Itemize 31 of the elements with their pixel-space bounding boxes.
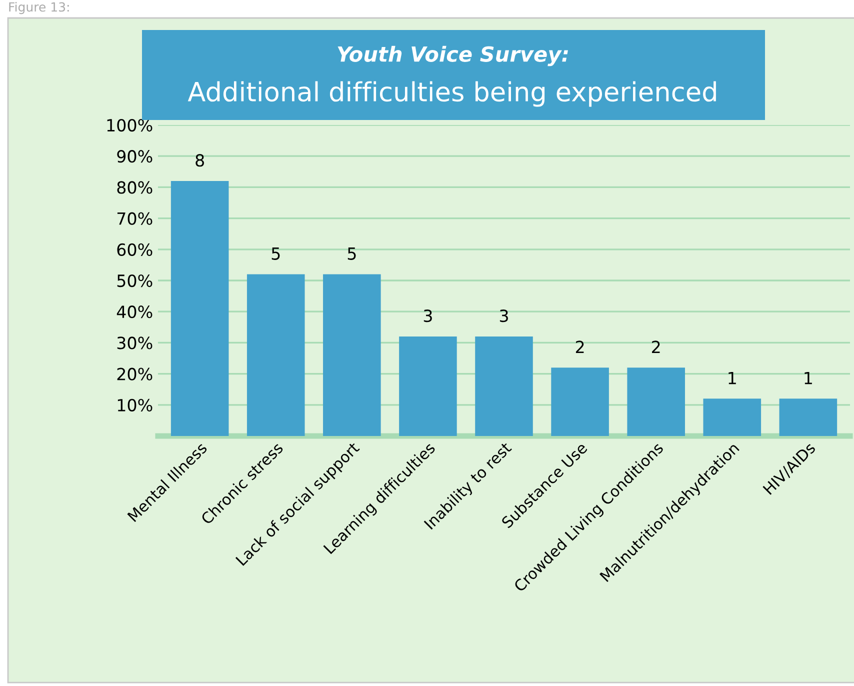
bar [246,274,305,436]
bar [703,398,762,436]
y-tick-label: 20% [117,368,152,380]
y-tick-label: 70% [117,212,152,225]
y-tick-label: 40% [116,306,152,318]
bar [323,274,381,436]
annotation: 1 [804,372,812,384]
annotation: 8 [196,154,204,167]
annotation: 2 [576,340,584,354]
bar [627,368,685,436]
caption: Figure 13: [9,2,69,14]
bar [475,336,533,436]
y-tick-label: 60% [117,243,152,256]
chart-subtitle: Additional difficulties being experienced [188,81,716,107]
annotation: 5 [272,248,280,260]
bar [779,398,838,436]
bar [551,368,609,436]
y-tick-label: 30% [117,336,152,350]
bar [170,180,229,436]
y-tick-label: 100% [107,118,152,132]
y-tick-label: 10% [118,398,152,412]
annotation: 3 [500,310,508,322]
y-tick-label: 80% [117,181,152,194]
annotation: 1 [728,372,736,384]
chart-title: Youth Voice Survey: [338,46,568,66]
y-tick-label: 90% [117,150,152,163]
annotation: 5 [348,248,356,260]
y-tick-label: 50% [117,274,152,288]
bar [399,336,457,436]
annotation: 3 [424,310,432,322]
annotation: 2 [652,340,660,354]
